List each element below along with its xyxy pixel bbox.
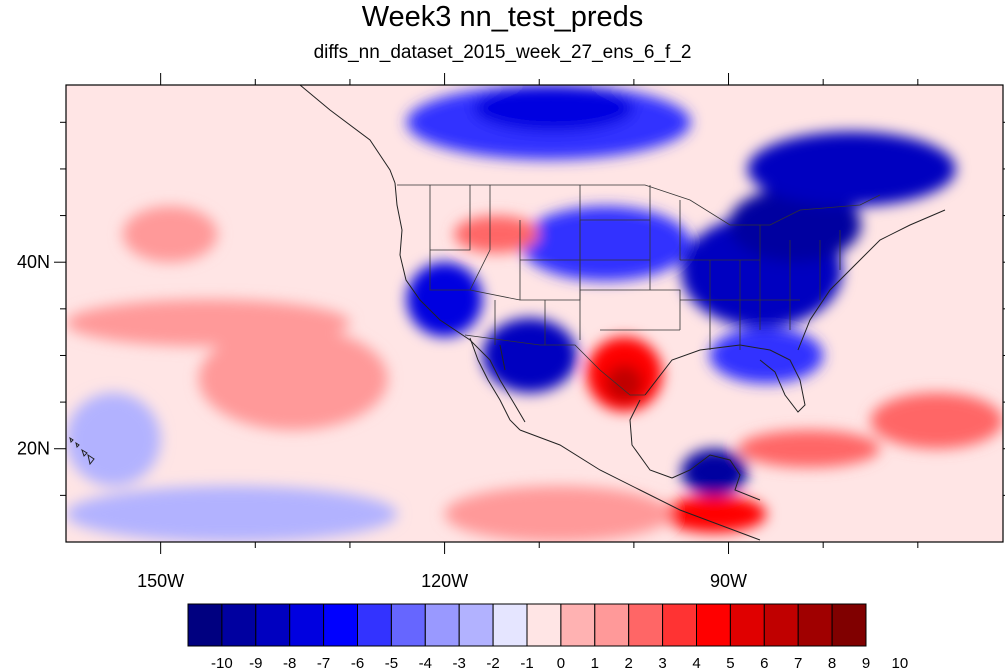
colorbar-swatch: [729, 603, 765, 647]
lon-label: 120W: [421, 571, 468, 591]
axis-ticks: [54, 73, 1005, 554]
mexico-pacific-coast: [519, 429, 761, 541]
field-region-great-plains-cold: [520, 206, 691, 281]
field-region-caribbean-cold: [681, 448, 748, 496]
state-lines-east: [680, 225, 841, 350]
colorbar-swatch: [662, 603, 697, 647]
field-region-pacific-warm-patch-2: [122, 206, 218, 263]
colorbar-label: 10: [892, 655, 909, 672]
colorbar-label: 6: [760, 655, 768, 672]
lat-label: 40N: [17, 252, 50, 272]
plot-subtitle: diffs_nn_dataset_2015_week_27_ens_6_f_2: [313, 42, 692, 63]
colorbar-labels: -10 -9 -8 -7 -6 -5 -4 -3 -2 -1 0 1 2 3 4 5 6 7 8 9 10: [211, 655, 908, 672]
colorbar-swatch: [458, 603, 494, 647]
axis-labels: 40N 20N 150W 120W 90W: [17, 252, 747, 591]
field-region-mexico-warm-core: [605, 364, 644, 403]
map-area: [66, 85, 1003, 542]
mexico-gulf-coast: [629, 399, 673, 479]
colorbar: [187, 603, 867, 647]
colorbar-label: -3: [453, 655, 466, 672]
colorbar-label: -5: [385, 655, 398, 672]
colorbar-swatch: [696, 603, 731, 647]
colorbar-swatch: [763, 603, 799, 647]
field-region-canada-north-cold-core: [472, 85, 634, 132]
field-region-west-coast-cold: [406, 262, 483, 337]
field-region-east-pacific-warm: [444, 486, 672, 542]
coastlines: [299, 85, 946, 541]
canada-coast-north: [299, 85, 396, 184]
colorbar-swatch: [594, 603, 630, 647]
colorbar-swatch: [560, 603, 596, 647]
field-region-central-america-warm: [662, 495, 767, 533]
hawaii-islands: [69, 436, 95, 466]
field-region-pacific-cool-south: [66, 486, 398, 542]
field-region-atlantic-warm: [870, 392, 1003, 449]
us-canada-border: [397, 184, 881, 226]
colorbar-swatch: [831, 603, 867, 647]
colorbar-label: 1: [591, 655, 599, 672]
colorbar-label: -9: [249, 655, 262, 672]
colorbar-label: -1: [520, 655, 533, 672]
field-region-pacific-warm-patch-1: [198, 327, 388, 431]
us-mexico-border: [464, 334, 645, 396]
colorbar-swatch: [526, 603, 562, 647]
colorbar-label: 7: [794, 655, 802, 672]
lon-label: 150W: [137, 571, 184, 591]
colorbar-swatch: [187, 603, 223, 647]
field-region-southeast-cold: [709, 327, 824, 384]
colorbar-label: 8: [828, 655, 836, 672]
colorbar-swatch: [289, 603, 325, 647]
colorbar-label: 0: [557, 655, 565, 672]
lat-label: 20N: [17, 439, 50, 459]
state-lines-central: [579, 185, 681, 340]
colorbar-label: -7: [317, 655, 330, 672]
east-coast: [797, 209, 946, 351]
plot-title: Week3 nn_test_preds: [361, 1, 644, 33]
field-region-idaho-warm: [454, 215, 540, 253]
field-region-great-lakes-cold: [728, 187, 862, 263]
colorbar-label: 5: [726, 655, 734, 672]
field-region-pacific-cool-west: [66, 392, 161, 487]
colorbar-swatch: [797, 603, 833, 647]
colorbar-swatch: [492, 603, 528, 647]
colorbar-label: -6: [351, 655, 364, 672]
us-gulf-coast: [644, 344, 806, 413]
north-america-west-coast: [394, 182, 526, 423]
colorbar-label: -8: [283, 655, 296, 672]
field-region-gulf-warm: [737, 430, 880, 468]
colorbar-label: 2: [625, 655, 633, 672]
field-region-quebec-cold: [747, 131, 956, 207]
colorbar-label: -10: [211, 655, 233, 672]
colorbar-swatch: [628, 603, 664, 647]
baja-california: [469, 337, 521, 431]
colorbar-label: 4: [692, 655, 700, 672]
colorbar-label: -2: [486, 655, 499, 672]
colorbar-label: -4: [419, 655, 432, 672]
colorbar-swatch: [255, 603, 291, 647]
colorbar-swatch: [221, 603, 257, 647]
colorbar-swatch: [424, 603, 460, 647]
yucatan: [671, 454, 761, 501]
lon-label: 90W: [710, 571, 747, 591]
map-frame: [65, 84, 1004, 543]
colorbar-swatch: [323, 603, 359, 647]
field-region-southwest-cold: [482, 318, 578, 393]
colorbar-swatch: [390, 603, 426, 647]
colorbar-label: 9: [862, 655, 870, 672]
hawaii-outline: [69, 436, 95, 466]
colorbar-swatch: [357, 603, 392, 647]
state-borders: [397, 184, 881, 396]
colorbar-label: 3: [658, 655, 666, 672]
state-lines-west: [429, 185, 581, 345]
